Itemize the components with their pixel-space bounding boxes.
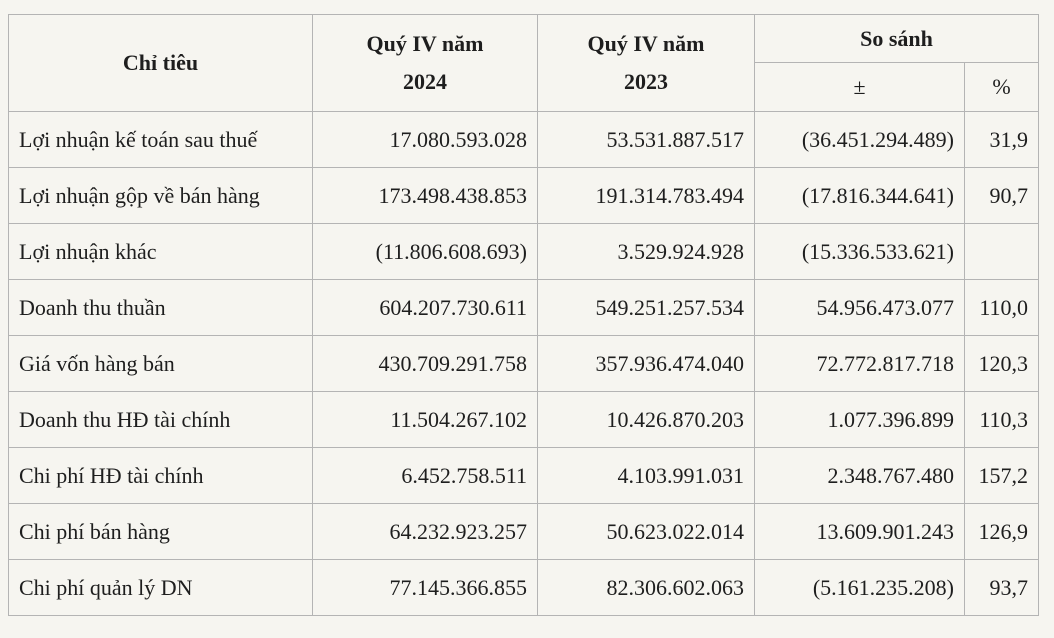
header-compare: So sánh <box>754 14 1039 63</box>
row-q4-2023: 549.251.257.534 <box>537 279 755 336</box>
row-diff: 2.348.767.480 <box>754 447 965 504</box>
row-name: Chi phí quản lý DN <box>8 559 313 616</box>
header-q4-2024-line2: 2024 <box>403 69 447 94</box>
header-diff: ± <box>754 62 965 112</box>
header-percent: % <box>964 62 1039 112</box>
row-name: Lợi nhuận gộp về bán hàng <box>8 167 313 224</box>
table-row: Doanh thu thuần 604.207.730.611 549.251.… <box>8 279 1039 336</box>
row-diff: (5.161.235.208) <box>754 559 965 616</box>
row-q4-2024: 6.452.758.511 <box>312 447 538 504</box>
row-percent: 126,9 <box>964 503 1039 560</box>
table-row: Giá vốn hàng bán 430.709.291.758 357.936… <box>8 335 1039 392</box>
financial-table-container: Chỉ tiêu Quý IV năm 2024 Quý IV năm 2023… <box>8 14 1039 616</box>
row-name: Lợi nhuận khác <box>8 223 313 280</box>
row-q4-2023: 50.623.022.014 <box>537 503 755 560</box>
table-row: Doanh thu HĐ tài chính 11.504.267.102 10… <box>8 391 1039 448</box>
row-name: Doanh thu HĐ tài chính <box>8 391 313 448</box>
row-q4-2024: 604.207.730.611 <box>312 279 538 336</box>
header-q4-2023-line1: Quý IV năm <box>587 31 705 56</box>
row-percent: 157,2 <box>964 447 1039 504</box>
table-row: Chi phí bán hàng 64.232.923.257 50.623.0… <box>8 503 1039 560</box>
row-diff: 13.609.901.243 <box>754 503 965 560</box>
row-diff: (36.451.294.489) <box>754 111 965 168</box>
row-percent: 90,7 <box>964 167 1039 224</box>
header-q4-2023-line2: 2023 <box>624 69 668 94</box>
row-name: Doanh thu thuần <box>8 279 313 336</box>
row-name: Chi phí bán hàng <box>8 503 313 560</box>
table-row: Chi phí quản lý DN 77.145.366.855 82.306… <box>8 559 1039 616</box>
row-diff: 1.077.396.899 <box>754 391 965 448</box>
row-percent: 110,3 <box>964 391 1039 448</box>
row-q4-2023: 4.103.991.031 <box>537 447 755 504</box>
row-percent: 93,7 <box>964 559 1039 616</box>
row-percent: 31,9 <box>964 111 1039 168</box>
table-row: Chi phí HĐ tài chính 6.452.758.511 4.103… <box>8 447 1039 504</box>
row-q4-2023: 357.936.474.040 <box>537 335 755 392</box>
row-q4-2023: 53.531.887.517 <box>537 111 755 168</box>
row-percent: 120,3 <box>964 335 1039 392</box>
header-indicator: Chỉ tiêu <box>8 14 313 112</box>
header-q4-2024-line1: Quý IV năm <box>366 31 484 56</box>
header-q4-2024: Quý IV năm 2024 <box>312 14 538 112</box>
row-q4-2024: 64.232.923.257 <box>312 503 538 560</box>
row-diff: (17.816.344.641) <box>754 167 965 224</box>
row-name: Giá vốn hàng bán <box>8 335 313 392</box>
row-q4-2023: 10.426.870.203 <box>537 391 755 448</box>
row-name: Lợi nhuận kế toán sau thuế <box>8 111 313 168</box>
table-row: Lợi nhuận kế toán sau thuế 17.080.593.02… <box>8 111 1039 168</box>
row-name: Chi phí HĐ tài chính <box>8 447 313 504</box>
table-row: Lợi nhuận khác (11.806.608.693) 3.529.92… <box>8 223 1039 280</box>
table-row: Lợi nhuận gộp về bán hàng 173.498.438.85… <box>8 167 1039 224</box>
row-q4-2023: 191.314.783.494 <box>537 167 755 224</box>
row-q4-2024: 77.145.366.855 <box>312 559 538 616</box>
row-percent <box>964 223 1039 280</box>
row-q4-2023: 3.529.924.928 <box>537 223 755 280</box>
row-q4-2023: 82.306.602.063 <box>537 559 755 616</box>
financial-comparison-table: Chỉ tiêu Quý IV năm 2024 Quý IV năm 2023… <box>8 14 1039 616</box>
row-q4-2024: (11.806.608.693) <box>312 223 538 280</box>
row-q4-2024: 173.498.438.853 <box>312 167 538 224</box>
row-diff: (15.336.533.621) <box>754 223 965 280</box>
row-q4-2024: 11.504.267.102 <box>312 391 538 448</box>
row-q4-2024: 17.080.593.028 <box>312 111 538 168</box>
row-q4-2024: 430.709.291.758 <box>312 335 538 392</box>
row-percent: 110,0 <box>964 279 1039 336</box>
row-diff: 72.772.817.718 <box>754 335 965 392</box>
header-q4-2023: Quý IV năm 2023 <box>537 14 755 112</box>
row-diff: 54.956.473.077 <box>754 279 965 336</box>
